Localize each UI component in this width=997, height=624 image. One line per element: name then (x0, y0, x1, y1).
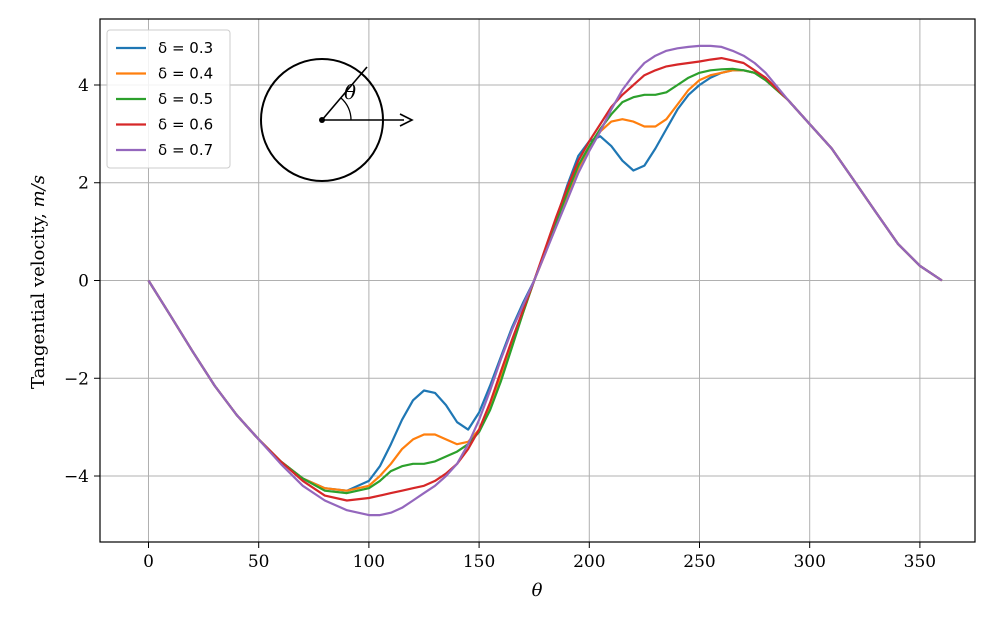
series-line-5 (147, 44, 943, 517)
inset-angle-arc (340, 97, 352, 121)
x-tick-label: 350 (904, 552, 936, 572)
x-tick-label: 200 (573, 552, 605, 572)
x-tick-label: 0 (143, 552, 154, 572)
inset-theta-label: θ (344, 80, 356, 104)
legend-label: δ = 0.3 (158, 39, 213, 57)
legend: δ = 0.3 δ = 0.4 δ = 0.5 δ = 0.6 δ = 0.7 (106, 29, 231, 169)
x-axis-label: θ (532, 580, 543, 601)
y-tick-label: −4 (64, 467, 89, 487)
legend-label: δ = 0.5 (158, 90, 213, 108)
legend-box (106, 29, 231, 169)
arrow-head-icon (399, 113, 414, 127)
y-axis-label-unit: m/s (28, 175, 49, 207)
y-axis-label: Tangential velocity, m/s (28, 175, 49, 389)
y-tick-label: 0 (78, 272, 89, 292)
x-tick-label: 100 (353, 552, 385, 572)
angle-diagram: θ (260, 58, 414, 182)
series-line-4 (147, 57, 943, 502)
y-axis-label-main: Tangential velocity, (28, 207, 49, 389)
legend-label: δ = 0.6 (158, 116, 213, 134)
y-tick-label: 2 (78, 174, 89, 194)
x-tick-label: 300 (793, 552, 825, 572)
series-line-3 (147, 67, 943, 495)
grid (100, 19, 975, 542)
x-tick-label: 50 (248, 552, 270, 572)
x-tick-label: 250 (683, 552, 715, 572)
series-lines (147, 44, 943, 517)
axis-ticks: 0 50 100 150 200 250 300 350 −4 −2 0 2 4 (64, 76, 936, 572)
legend-label: δ = 0.4 (158, 65, 213, 83)
y-tick-label: −2 (64, 369, 89, 389)
legend-label: δ = 0.7 (158, 141, 213, 159)
y-tick-label: 4 (78, 76, 89, 96)
inset-radius-line (321, 66, 368, 121)
x-tick-label: 150 (463, 552, 495, 572)
